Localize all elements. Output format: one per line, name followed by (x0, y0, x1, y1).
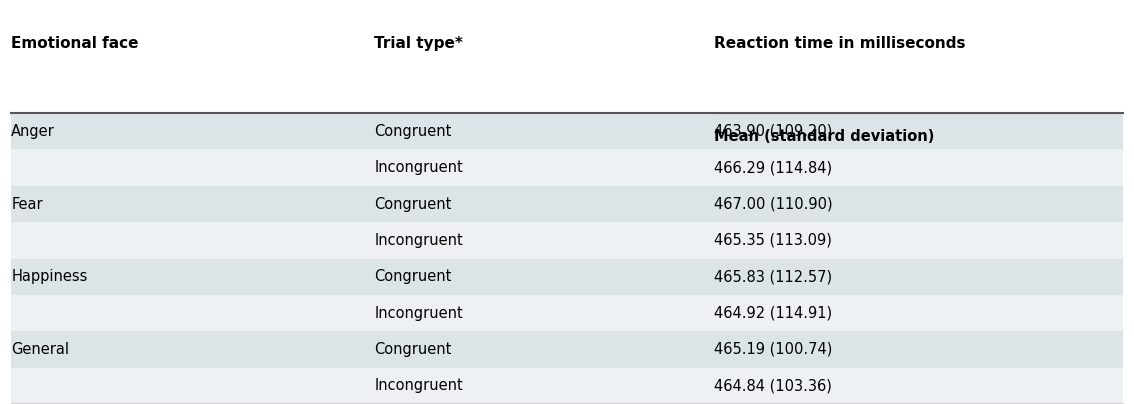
Text: Mean (standard deviation): Mean (standard deviation) (714, 129, 934, 144)
Text: Incongruent: Incongruent (374, 305, 463, 321)
FancyBboxPatch shape (11, 0, 1123, 113)
FancyBboxPatch shape (11, 113, 1123, 149)
Text: Incongruent: Incongruent (374, 233, 463, 248)
Text: Incongruent: Incongruent (374, 160, 463, 175)
Text: 465.83 (112.57): 465.83 (112.57) (714, 269, 832, 284)
Text: Reaction time in milliseconds: Reaction time in milliseconds (714, 36, 966, 51)
Text: 466.29 (114.84): 466.29 (114.84) (714, 160, 832, 175)
Text: Fear: Fear (11, 196, 43, 212)
Text: Happiness: Happiness (11, 269, 87, 284)
Text: 465.19 (100.74): 465.19 (100.74) (714, 342, 832, 357)
FancyBboxPatch shape (11, 331, 1123, 368)
Text: Trial type*: Trial type* (374, 36, 463, 51)
FancyBboxPatch shape (11, 186, 1123, 222)
Text: Emotional face: Emotional face (11, 36, 138, 51)
Text: 464.92 (114.91): 464.92 (114.91) (714, 305, 832, 321)
FancyBboxPatch shape (11, 222, 1123, 259)
Text: 467.00 (110.90): 467.00 (110.90) (714, 196, 833, 212)
Text: Congruent: Congruent (374, 196, 451, 212)
FancyBboxPatch shape (11, 259, 1123, 295)
Text: Incongruent: Incongruent (374, 378, 463, 393)
Text: 463.90 (109.20): 463.90 (109.20) (714, 124, 832, 139)
Text: Anger: Anger (11, 124, 56, 139)
Text: General: General (11, 342, 69, 357)
FancyBboxPatch shape (11, 368, 1123, 404)
Text: Congruent: Congruent (374, 342, 451, 357)
FancyBboxPatch shape (11, 149, 1123, 186)
Text: 464.84 (103.36): 464.84 (103.36) (714, 378, 832, 393)
Text: 465.35 (113.09): 465.35 (113.09) (714, 233, 832, 248)
FancyBboxPatch shape (11, 295, 1123, 331)
Text: Congruent: Congruent (374, 269, 451, 284)
Text: Congruent: Congruent (374, 124, 451, 139)
